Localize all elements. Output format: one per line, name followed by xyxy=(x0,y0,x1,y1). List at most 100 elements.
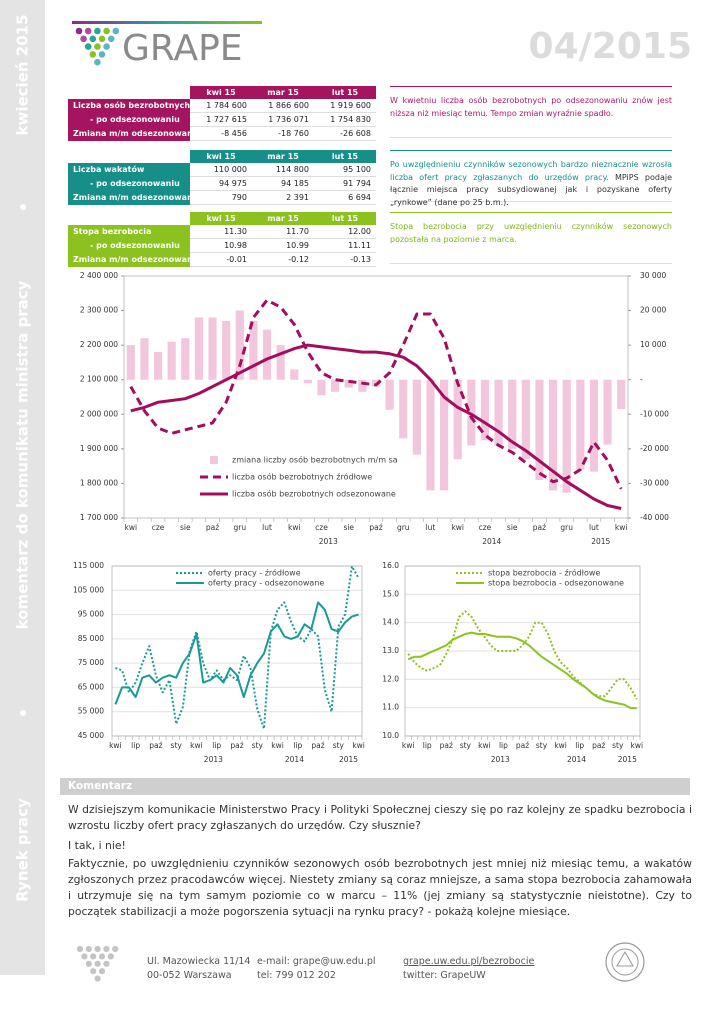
bar xyxy=(235,310,244,380)
data-table: kwi 15 mar 15 lut 15 Liczba osób bezrobotny… xyxy=(68,86,376,141)
bar xyxy=(508,379,517,449)
cell: 94 975 xyxy=(190,176,252,191)
y2-tick-label: 20 000 xyxy=(640,306,666,315)
bar xyxy=(385,379,394,410)
x-tick-label: kwi xyxy=(125,523,138,532)
bar xyxy=(412,379,421,455)
column-header: lut 15 xyxy=(314,212,376,225)
cell: 1 866 600 xyxy=(252,99,314,113)
line-series xyxy=(115,565,360,730)
y-tick-label: 2 100 000 xyxy=(80,375,118,384)
y-tick-label: 95 000 xyxy=(78,610,104,619)
x-tick-label: lip xyxy=(499,741,508,750)
table-row: - po odsezonowaniu 94 975 94 185 91 794 xyxy=(68,176,376,191)
line-series xyxy=(407,610,638,700)
table-row: Zmiana m/m odsezonowana 790 2 391 6 694 xyxy=(68,190,376,205)
sidebar-date: kwiecień 2015 xyxy=(14,14,32,135)
y-tick-label: 2 000 000 xyxy=(80,409,118,418)
row-label: Stopa bezrobocia xyxy=(68,225,190,239)
column-header: kwi 15 xyxy=(190,150,252,163)
legend-swatch xyxy=(210,456,218,464)
bar xyxy=(426,379,435,491)
x-tick-label: sie xyxy=(343,523,354,532)
x-tick-label: cze xyxy=(479,523,492,532)
x-tick-label: cze xyxy=(315,523,328,532)
x-tick-label: lut xyxy=(426,523,436,532)
column-header: lut 15 xyxy=(314,86,376,99)
comment-text: Po uwzględnieniu czynników sezonowych ba… xyxy=(390,160,672,182)
x-tick-label: lut xyxy=(262,523,272,532)
row-label: Liczba osób bezrobotnych xyxy=(68,99,190,113)
contact-line: e-mail: grape@uw.edu.pl xyxy=(257,956,376,967)
line-series xyxy=(129,298,623,490)
logo-dot xyxy=(90,953,97,960)
issue-number: 04/2015 xyxy=(529,26,692,67)
paragraph: I tak, i nie! xyxy=(68,839,126,852)
table-row: Stopa bezrobocia 11.30 11.70 12.00 xyxy=(68,225,376,239)
cell: 6 694 xyxy=(314,190,376,205)
x-tick-label: paź xyxy=(369,523,382,532)
sidebar-bullet xyxy=(20,204,26,210)
x-tick-label: lip xyxy=(212,741,221,750)
address-line: Ul. Mazowiecka 11/14 xyxy=(147,956,251,967)
logo-dot xyxy=(94,960,101,967)
bar xyxy=(290,369,299,380)
x-tick-label: kwi xyxy=(631,741,644,750)
bar xyxy=(249,320,258,380)
cell: 11.11 xyxy=(314,238,376,253)
bar xyxy=(467,379,476,446)
row-label: - po odsezonowaniu xyxy=(68,176,190,191)
bar xyxy=(576,379,585,470)
x-tick-label: kwi xyxy=(451,523,464,532)
line-series xyxy=(130,343,622,510)
cell: 1 784 600 xyxy=(190,99,252,113)
sidebar-section: Rynek pracy xyxy=(14,798,32,902)
bar xyxy=(303,379,312,384)
logo-dot xyxy=(84,43,92,50)
row-label: Zmiana m/m odsezonowana xyxy=(68,190,190,205)
x-tick-label: lip xyxy=(293,741,302,750)
y2-tick-label: 30 000 xyxy=(640,271,666,280)
y-tick-label: 75 000 xyxy=(78,658,104,667)
year-label: 2013 xyxy=(204,755,223,764)
y2-tick-label: -10 000 xyxy=(640,409,669,418)
line-series xyxy=(407,631,637,710)
table-row: Liczba osób bezrobotnych 1 784 600 1 866 6… xyxy=(68,99,376,113)
column-header: mar 15 xyxy=(252,150,314,163)
cell: 1 727 615 xyxy=(190,112,252,127)
section-heading: Komentarz xyxy=(60,778,690,795)
header-row: kwi 15 mar 15 lut 15 xyxy=(68,212,376,225)
table-row: - po odsezonowaniu 1 727 615 1 736 071 1 75… xyxy=(68,112,376,127)
year-label: 2015 xyxy=(618,755,637,764)
cell: -0.13 xyxy=(314,252,376,267)
y-tick-label: 13.0 xyxy=(382,646,399,655)
chart: 45 000 55 000 65 000 75 000 85 000 95 000 105 … xyxy=(73,561,365,764)
logo-dot xyxy=(103,945,110,953)
column-header: kwi 15 xyxy=(190,212,252,225)
x-tick-label: paź xyxy=(230,741,243,750)
x-tick-label: lip xyxy=(131,741,140,750)
bar xyxy=(153,352,163,380)
x-tick-label: gru xyxy=(560,523,573,532)
y-tick-label: 11.0 xyxy=(382,703,399,712)
y2-tick-label: -40 000 xyxy=(640,513,669,522)
legend-label: stopa bezrobocia - źródłowe xyxy=(488,568,600,578)
logo-dot xyxy=(98,968,106,975)
y-tick-label: 105 000 xyxy=(73,585,104,594)
legend-label: zmiana liczby osób bezrobotnych m/m sa xyxy=(232,455,398,465)
year-label: 2014 xyxy=(285,755,304,764)
legend-label: liczba osób bezrobotnych źródłowe xyxy=(232,472,372,482)
web-link[interactable]: grape.uw.edu.pl/bezrobocie xyxy=(403,956,535,967)
logo-dot xyxy=(80,35,87,43)
bar xyxy=(589,379,599,472)
x-tick-label: gru xyxy=(233,523,246,532)
y-tick-label: 45 000 xyxy=(78,731,104,740)
table-row: Liczba wakatów 110 000 114 800 95 100 xyxy=(68,163,376,177)
cell: 114 800 xyxy=(252,163,314,177)
address-line: 00-052 Warszawa xyxy=(147,970,232,981)
logo-dot xyxy=(76,945,84,953)
y2-tick-label: -20 000 xyxy=(640,444,669,453)
bar xyxy=(276,345,285,380)
cell: -18 760 xyxy=(252,126,314,141)
